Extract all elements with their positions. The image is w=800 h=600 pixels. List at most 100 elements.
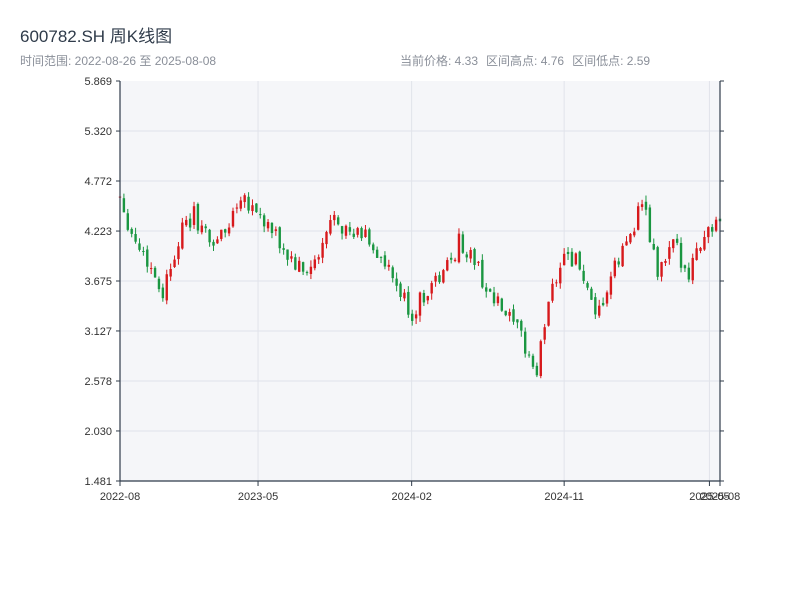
candle: [169, 263, 172, 281]
candle: [153, 266, 157, 278]
candle-body: [699, 247, 702, 251]
candle: [566, 247, 570, 260]
candle-body: [134, 233, 137, 242]
candle-body: [430, 283, 433, 294]
candle-body: [465, 254, 468, 258]
candle-body: [434, 275, 437, 282]
candle-body: [348, 227, 352, 232]
candle-body: [605, 292, 609, 304]
candle: [559, 262, 562, 289]
candle-body: [360, 228, 363, 239]
candle-body: [212, 241, 215, 246]
candle: [707, 226, 710, 244]
candle: [531, 353, 535, 370]
candle-body: [469, 250, 472, 259]
candle-body: [336, 217, 340, 225]
candle: [165, 269, 168, 305]
y-tick-label: 2.030: [84, 426, 112, 438]
candle-body: [555, 282, 558, 284]
candles: [118, 192, 722, 379]
candle: [266, 219, 270, 232]
candle: [379, 256, 383, 264]
y-tick-label: 5.320: [84, 126, 112, 138]
candle-body: [196, 203, 200, 231]
candle-body: [636, 206, 640, 230]
candle: [325, 230, 328, 249]
candle-body: [539, 341, 542, 377]
candle: [161, 283, 165, 302]
candle: [656, 245, 659, 281]
candle: [520, 319, 523, 337]
candle: [142, 246, 145, 256]
candle-body: [208, 229, 211, 243]
candle-body: [586, 283, 589, 288]
candle: [629, 233, 632, 245]
candle: [485, 282, 488, 298]
candle-body: [216, 239, 219, 244]
candle-body: [566, 251, 570, 255]
candle-body: [188, 218, 192, 228]
candle-body: [259, 214, 262, 216]
candle: [185, 215, 188, 227]
candle-body: [687, 267, 691, 280]
candle: [711, 224, 714, 237]
candle: [469, 247, 472, 263]
candle: [403, 288, 406, 302]
candle: [227, 223, 231, 237]
candle: [294, 253, 297, 271]
candle: [239, 196, 242, 212]
candle-body: [492, 292, 496, 304]
candle: [352, 228, 355, 240]
candle: [679, 237, 683, 273]
candle-body: [364, 229, 367, 238]
candle-body: [578, 251, 581, 270]
candle: [461, 231, 465, 254]
candle: [130, 227, 133, 238]
candle: [683, 264, 687, 273]
x-tick-label: 2023-05: [238, 491, 278, 503]
x-axis-labels: 2022-08 2023-05 2024-02 2024-11 2025-052025-…: [100, 491, 740, 503]
candle-body: [325, 231, 328, 245]
candle-body: [481, 259, 484, 288]
candle: [126, 208, 129, 232]
candle: [664, 258, 667, 266]
candle: [321, 237, 324, 264]
candle: [508, 308, 511, 322]
candle-body: [527, 354, 531, 356]
candle: [672, 239, 675, 253]
candle-body: [531, 355, 535, 367]
candle-body: [562, 253, 566, 266]
candle-body: [621, 245, 624, 267]
candle-body: [130, 228, 133, 234]
candle: [255, 203, 258, 213]
candle-body: [251, 205, 254, 212]
candle: [555, 279, 558, 287]
candle: [543, 323, 546, 345]
candle: [457, 228, 461, 264]
candle-body: [714, 219, 718, 231]
candle: [426, 295, 429, 305]
candle: [562, 248, 566, 266]
candle-body: [235, 207, 239, 209]
candle: [477, 260, 480, 267]
candle-body: [609, 276, 613, 295]
candle: [527, 351, 531, 358]
candle-body: [231, 210, 235, 227]
candle-body: [185, 219, 188, 226]
candle-body: [278, 227, 281, 249]
candle-body: [648, 207, 652, 243]
candle-body: [613, 260, 617, 277]
candle: [492, 286, 496, 307]
candle: [418, 291, 422, 322]
candle: [535, 362, 539, 378]
candle: [157, 276, 161, 293]
candle-body: [161, 287, 165, 299]
candle-body: [227, 227, 231, 234]
candle-body: [294, 257, 297, 270]
candle: [391, 265, 394, 283]
candle: [231, 207, 235, 228]
candle: [333, 211, 336, 226]
y-tick-label: 2.578: [84, 376, 112, 388]
candle-body: [138, 243, 141, 250]
